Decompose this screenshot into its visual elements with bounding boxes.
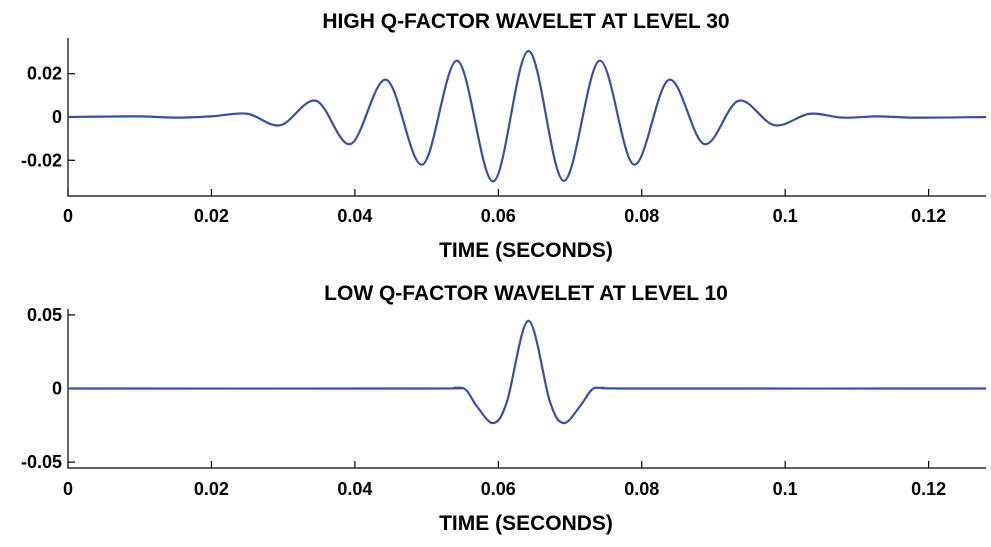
y-tick-label: 0.02 — [27, 64, 62, 84]
x-tick-label: 0.04 — [337, 479, 372, 499]
low-q-wavelet-chart: LOW Q-FACTOR WAVELET AT LEVEL 10 0.050-0… — [21, 282, 986, 535]
wavelet-figure: HIGH Q-FACTOR WAVELET AT LEVEL 30 0.020-… — [0, 0, 991, 547]
x-tick-label: 0.1 — [773, 479, 798, 499]
y-tick-label: 0 — [52, 379, 62, 399]
x-tick-label: 0.04 — [337, 206, 372, 226]
low-q-wavelet-line — [68, 321, 986, 423]
x-tick-label: 0.02 — [194, 479, 229, 499]
y-ticks: 0.02 0 -0.02 — [21, 64, 75, 171]
x-ticks: 0 0.02 0.04 0.06 0.08 0.1 0.12 — [63, 461, 946, 499]
x-tick-label: 0.06 — [481, 479, 516, 499]
chart-title: HIGH Q-FACTOR WAVELET AT LEVEL 30 — [322, 10, 729, 33]
y-tick-label: 0.05 — [27, 305, 62, 325]
x-tick-label: 0.02 — [194, 206, 229, 226]
x-axis-label: TIME (SECONDS) — [439, 239, 613, 262]
x-tick-label: 0.12 — [911, 206, 946, 226]
x-tick-label: 0.08 — [624, 479, 659, 499]
x-tick-label: 0.08 — [624, 206, 659, 226]
chart-title: LOW Q-FACTOR WAVELET AT LEVEL 10 — [324, 282, 728, 305]
y-tick-label: -0.02 — [21, 150, 62, 170]
x-axis-label: TIME (SECONDS) — [439, 512, 613, 535]
high-q-wavelet-chart: HIGH Q-FACTOR WAVELET AT LEVEL 30 0.02 0 -… — [21, 10, 986, 262]
x-tick-label: 0.1 — [773, 206, 798, 226]
x-tick-label: 0 — [63, 206, 73, 226]
x-ticks: 0 0.02 0.04 0.06 0.08 0.1 0.12 — [63, 189, 946, 226]
y-tick-label: 0 — [52, 107, 62, 127]
y-tick-label: -0.05 — [21, 452, 62, 472]
x-tick-label: 0.12 — [911, 479, 946, 499]
y-ticks: 0.05 0 -0.05 — [21, 305, 75, 472]
x-tick-label: 0 — [63, 479, 73, 499]
x-tick-label: 0.06 — [481, 206, 516, 226]
high-q-wavelet-line — [68, 51, 986, 182]
